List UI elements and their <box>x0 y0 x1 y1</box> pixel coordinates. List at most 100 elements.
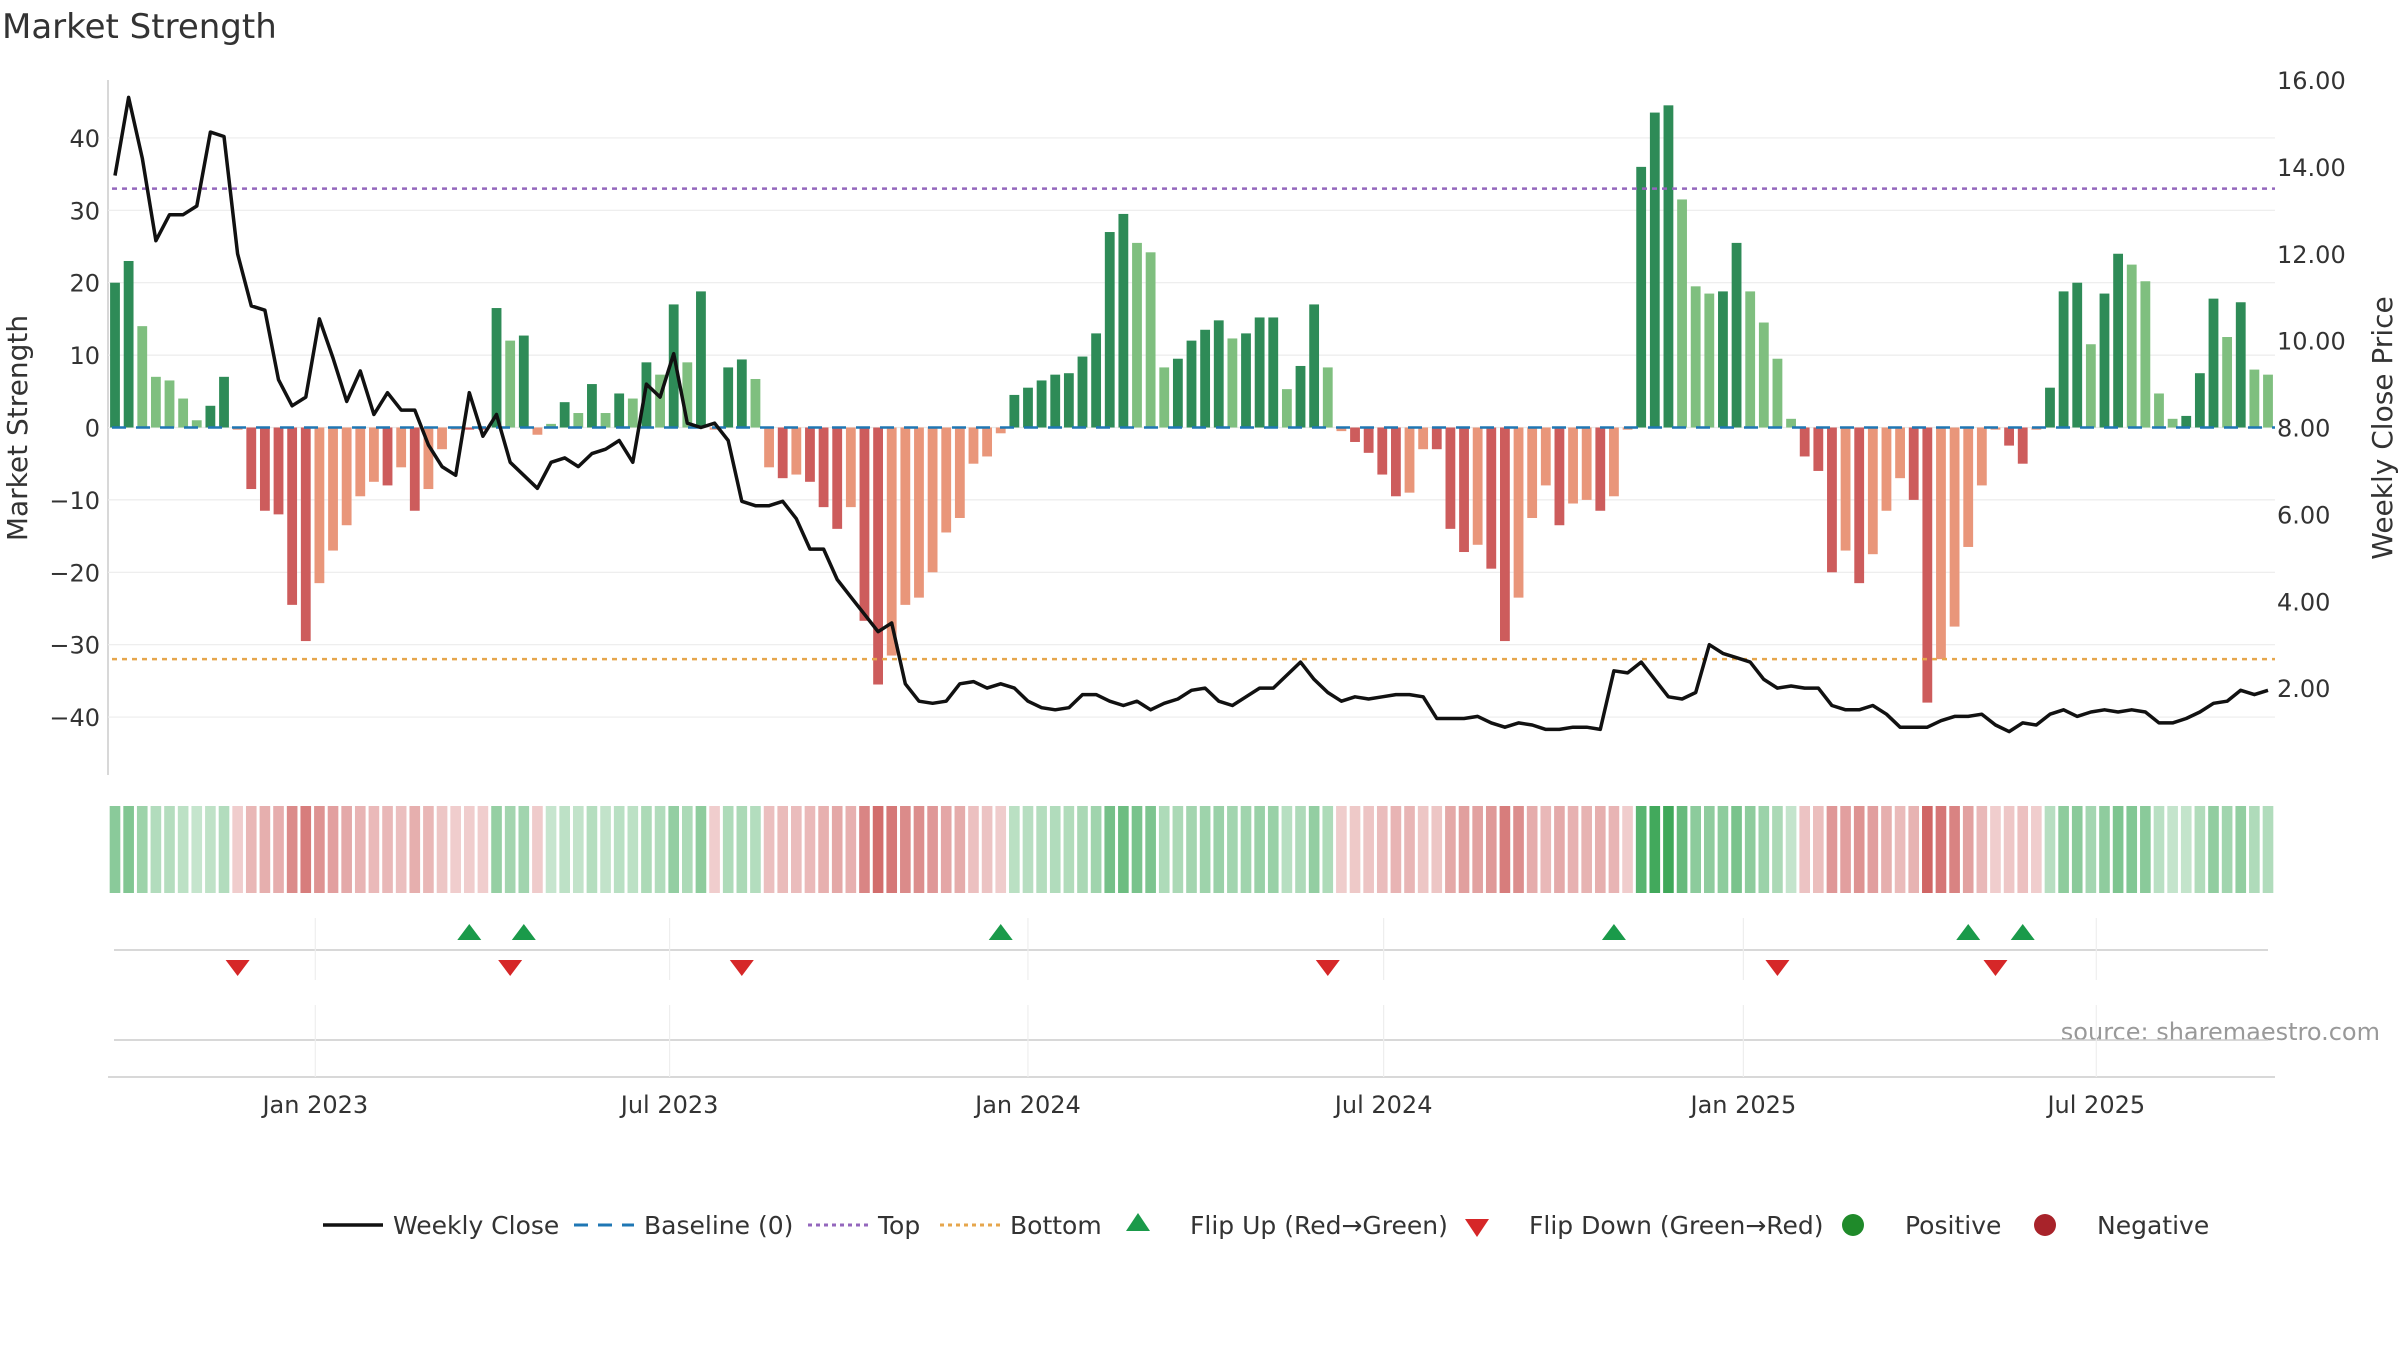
strength-bar <box>2181 415 2192 428</box>
heat-cell <box>1445 806 1456 893</box>
legend-positive-swatch <box>1842 1214 1864 1236</box>
legend-label: Flip Down (Green→Red) <box>1529 1211 1824 1240</box>
heat-cell <box>1772 806 1783 893</box>
strength-bar <box>1840 427 1851 551</box>
legend-label: Top <box>877 1211 920 1240</box>
heat-cell <box>1567 806 1579 893</box>
heat-cell <box>1077 806 1088 893</box>
strength-bar <box>723 367 734 428</box>
heat-cell <box>1186 806 1197 893</box>
legend-flip-down-swatch <box>1465 1219 1489 1237</box>
heat-cell <box>1813 806 1824 893</box>
left-tick-label: 30 <box>69 197 100 225</box>
strength-bar <box>355 427 366 497</box>
strength-bar <box>2072 282 2083 428</box>
strength-bar <box>382 427 393 486</box>
heat-cell <box>2099 806 2110 893</box>
strength-bar <box>1609 427 1619 497</box>
strength-bar <box>205 405 216 428</box>
heat-cell <box>1581 806 1592 893</box>
strength-bar <box>287 427 298 605</box>
heat-cell <box>477 806 489 893</box>
heat-cell <box>1990 806 2001 893</box>
heat-cell <box>559 806 570 893</box>
heat-cell <box>682 806 693 893</box>
legend-label: Weekly Close <box>393 1211 559 1240</box>
strength-bar <box>1132 242 1142 428</box>
heat-cell <box>2071 806 2083 893</box>
strength-bar <box>941 427 952 533</box>
heat-cell <box>818 806 829 893</box>
strength-bar <box>954 427 965 518</box>
strength-bar <box>1023 387 1033 428</box>
legend-label: Flip Up (Red→Green) <box>1190 1211 1448 1240</box>
strength-bar <box>845 427 856 508</box>
strength-bar <box>1281 389 1292 428</box>
heat-cell <box>1540 806 1552 893</box>
strength-bar <box>859 427 870 621</box>
strength-bar <box>1881 427 1892 511</box>
legend-label: Baseline (0) <box>644 1211 793 1240</box>
strength-bar <box>1009 394 1020 428</box>
right-tick-label: 14.00 <box>2277 154 2346 182</box>
heat-cell <box>1485 806 1497 893</box>
strength-bar <box>1745 291 1756 428</box>
left-tick-label: −40 <box>49 704 100 732</box>
flip-up-marker <box>511 924 536 940</box>
heat-cell <box>1594 806 1606 893</box>
flip-up-marker <box>1601 924 1626 940</box>
strength-bar <box>1772 358 1783 428</box>
heat-cell <box>1908 806 1920 893</box>
strength-bar <box>1513 427 1524 598</box>
strength-bar <box>546 423 556 428</box>
strength-bar <box>1867 427 1878 555</box>
strength-bar <box>396 427 407 468</box>
heat-cell <box>2140 806 2151 893</box>
strength-bar <box>1581 427 1592 500</box>
heat-cell <box>2058 806 2069 893</box>
strength-bar <box>532 427 543 435</box>
strength-bar <box>1786 418 1796 428</box>
strength-bar <box>300 427 311 642</box>
strength-bar <box>1145 252 1156 428</box>
heat-cell <box>123 806 134 893</box>
heat-cell <box>1458 806 1470 893</box>
strength-bar <box>1050 374 1061 428</box>
strength-bar <box>1445 427 1456 529</box>
strength-bar <box>1568 427 1578 504</box>
heat-cell <box>1962 806 1974 893</box>
heat-cell <box>2044 806 2056 893</box>
right-tick-label: 4.00 <box>2277 588 2330 616</box>
heat-cell <box>1104 806 1116 893</box>
strength-bar <box>818 427 829 508</box>
heat-cell <box>354 806 366 893</box>
heat-cell <box>259 806 271 893</box>
heat-cell <box>1744 806 1756 893</box>
x-tick-label: Jul 2025 <box>2045 1091 2145 1119</box>
heat-cell <box>1622 806 1633 893</box>
strength-bar <box>1799 427 1810 457</box>
strength-bar <box>2154 393 2164 428</box>
strength-bar <box>2085 344 2096 428</box>
strength-bar <box>2045 387 2055 428</box>
legend-label: Negative <box>2097 1211 2209 1240</box>
heat-cell <box>191 806 203 893</box>
strength-bar <box>491 308 502 428</box>
strength-bar <box>1636 166 1647 428</box>
strength-bar <box>2004 427 2015 446</box>
x-tick-label: Jul 2024 <box>1333 1091 1433 1119</box>
heat-cell <box>995 806 1007 893</box>
strength-bar <box>2208 298 2219 428</box>
heat-cell <box>1404 806 1415 893</box>
strength-bar <box>1254 317 1265 428</box>
strength-bar <box>1350 427 1360 442</box>
heat-cell <box>450 806 461 893</box>
flip-up-marker <box>457 924 482 940</box>
heat-cell <box>1118 806 1129 893</box>
heat-cell <box>1376 806 1388 893</box>
heat-cell <box>1731 806 1742 893</box>
strength-bar <box>805 427 815 482</box>
heat-cell <box>1431 806 1443 893</box>
strength-bar <box>518 335 529 428</box>
right-tick-label: 10.00 <box>2277 328 2346 356</box>
